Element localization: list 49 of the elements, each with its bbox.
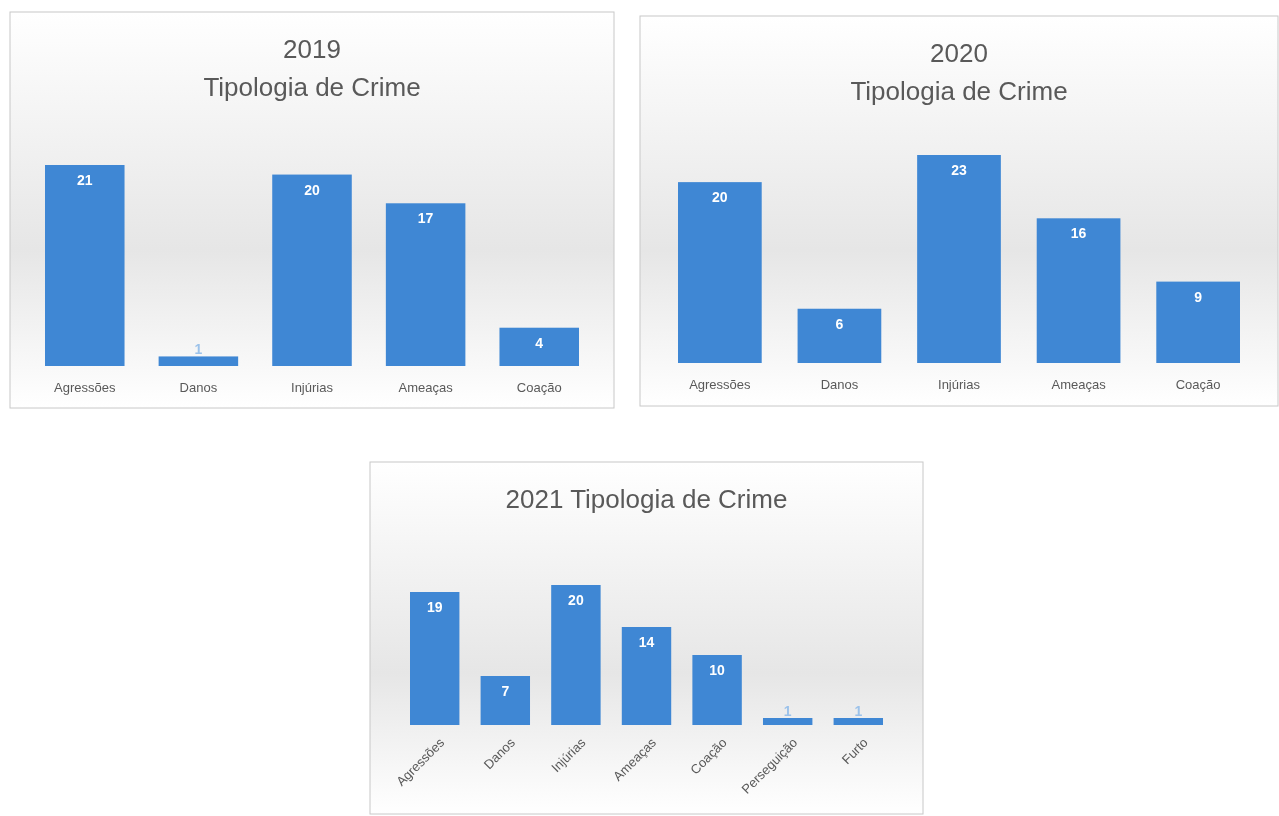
chart-subtitle: Tipologia de Crime [850, 76, 1068, 106]
x-tick-label: Injúrias [291, 380, 334, 395]
bar [385, 203, 466, 366]
bar [480, 676, 531, 725]
chart-title: 2020 [930, 38, 988, 68]
bar [1156, 281, 1240, 363]
bar [45, 165, 125, 366]
data-label: 1 [194, 341, 203, 358]
bar [272, 174, 352, 366]
bar [499, 327, 579, 366]
bar [410, 592, 460, 725]
data-label: 10 [709, 662, 726, 678]
x-tick-label: Danos [179, 380, 218, 395]
x-tick-label: Agressões [54, 380, 116, 395]
x-tick-label: Coação [516, 380, 562, 395]
data-label: 17 [417, 210, 434, 227]
data-label: 16 [1070, 225, 1087, 242]
chart-title: 2019 [283, 34, 341, 64]
data-label: 7 [501, 683, 510, 699]
bar [917, 155, 1001, 363]
data-label: 6 [835, 315, 844, 332]
x-tick-label: Danos [820, 377, 859, 392]
bar [678, 182, 762, 363]
chart-title: 2021 Tipologia de Crime [505, 484, 788, 514]
bar [692, 655, 742, 725]
x-tick-label: Ameaças [398, 380, 454, 395]
x-tick-label: Injúrias [938, 377, 981, 392]
x-tick-label: Agressões [689, 377, 752, 392]
data-label: 20 [304, 181, 320, 198]
x-tick-label: Coação [1175, 377, 1221, 392]
data-label: 20 [568, 592, 584, 608]
data-label: 1 [783, 703, 792, 719]
data-label: 20 [712, 189, 728, 206]
data-label: 1 [854, 703, 863, 719]
data-label: 23 [951, 162, 967, 178]
x-tick-label: Ameaças [1051, 377, 1107, 392]
bar [621, 627, 672, 725]
bar [797, 308, 882, 363]
bar [551, 585, 601, 725]
data-label: 9 [1194, 288, 1203, 305]
chart-subtitle: Tipologia de Crime [203, 72, 421, 102]
data-label: 21 [76, 172, 93, 188]
data-label: 19 [426, 599, 443, 615]
bar [833, 718, 883, 725]
bar [158, 356, 239, 366]
bar [762, 718, 813, 725]
data-label: 4 [535, 334, 544, 351]
bar [1036, 218, 1121, 363]
data-label: 14 [638, 634, 655, 650]
